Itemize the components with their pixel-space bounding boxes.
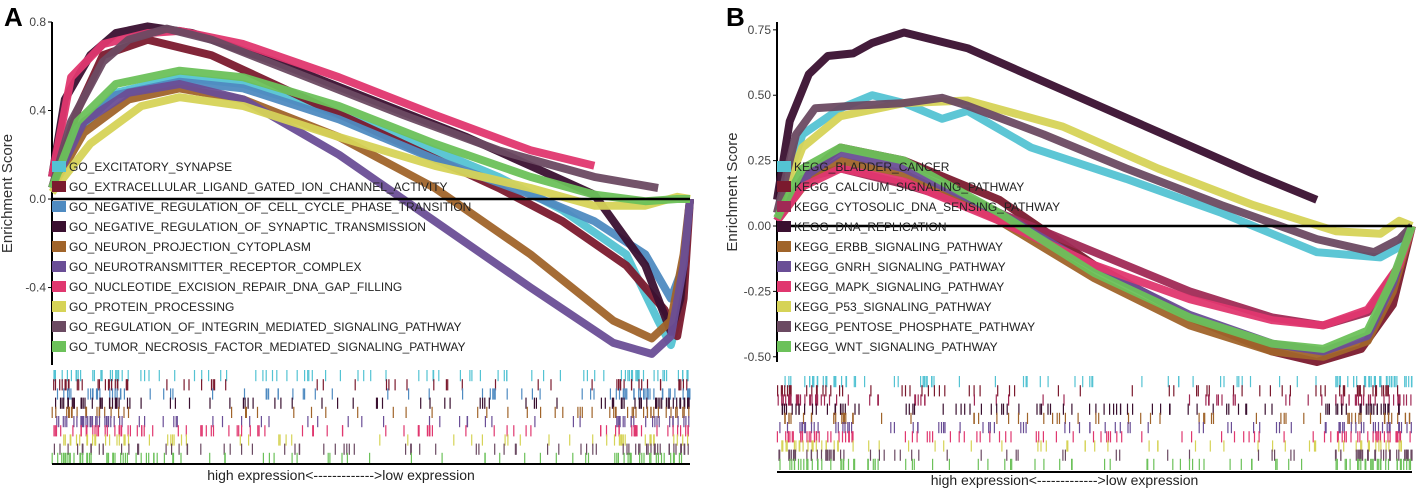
legend-swatch (52, 241, 66, 252)
legend-swatch (52, 181, 66, 192)
legend-label: GO_NEUROTRANSMITTER_RECEPTOR_COMPLEX (69, 260, 362, 274)
legend-label: KEGG_CYTOSOLIC_DNA_SENSING_PATHWAY (794, 200, 1060, 214)
legend-swatch (777, 201, 791, 212)
legend-label: KEGG_ERBB_SIGNALING_PATHWAY (794, 240, 1003, 254)
panel-b: B Enrichment Score 0.75 0.50 0.25 0.00 -0.25 -0… (724, 2, 1416, 488)
legend-swatch (777, 221, 791, 232)
legend-label: GO_PROTEIN_PROCESSING (69, 300, 234, 314)
legend-swatch (777, 301, 791, 312)
legend-swatch (52, 161, 66, 172)
legend-label: GO_NEGATIVE_REGULATION_OF_SYNAPTIC_TRANS… (69, 220, 426, 234)
legend-swatch (52, 201, 66, 212)
y-tick-label: 0.8 (29, 15, 46, 29)
panel-label: A (4, 2, 23, 32)
legend-label: KEGG_DNA_REPLICATION (794, 220, 946, 234)
legend-swatch (52, 281, 66, 292)
y-tick-label: 0.25 (748, 154, 772, 168)
legend-swatch (777, 241, 791, 252)
legend-label: GO_NUCLEOTIDE_EXCISION_REPAIR_DNA_GAP_FI… (69, 280, 402, 294)
legend-swatch (52, 261, 66, 272)
legend-label: GO_REGULATION_OF_INTEGRIN_MEDIATED_SIGNA… (69, 320, 462, 334)
legend-swatch (777, 341, 791, 352)
legend-label: GO_NEGATIVE_REGULATION_OF_CELL_CYCLE_PHA… (69, 200, 471, 214)
y-tick-label: -0.25 (744, 284, 772, 298)
legend-swatch (777, 261, 791, 272)
legend-label: GO_TUMOR_NECROSIS_FACTOR_MEDIATED_SIGNAL… (69, 340, 466, 354)
legend-label: KEGG_P53_SIGNALING_PATHWAY (794, 300, 992, 314)
legend-label: GO_NEURON_PROJECTION_CYTOPLASM (69, 240, 311, 254)
legend-label: GO_EXCITATORY_SYNAPSE (69, 160, 232, 174)
panel-label: B (726, 2, 745, 32)
legend-label: KEGG_WNT_SIGNALING_PATHWAY (794, 340, 998, 354)
enrichment-line (48, 66, 690, 206)
y-tick-label: 0.75 (748, 23, 772, 37)
legend-swatch (52, 341, 66, 352)
enrichment-line (773, 93, 1415, 257)
enrichment-line (48, 24, 659, 192)
y-tick-label: 0.00 (748, 219, 772, 233)
legend-label: KEGG_BLADDER_CANCER (794, 160, 950, 174)
legend-label: KEGG_MAPK_SIGNALING_PATHWAY (794, 280, 1004, 294)
panel-a: A Enrichment Score 0.8 0.4 0.0 -0.4 GO_EXCITAT… (0, 2, 694, 483)
y-tick-label: 0.0 (29, 192, 46, 206)
legend-label: KEGG_PENTOSE_PHOSPHATE_PATHWAY (794, 320, 1035, 334)
legend-label: KEGG_CALCIUM_SIGNALING_PATHWAY (794, 180, 1024, 194)
legend-swatch (52, 221, 66, 232)
legend-swatch (777, 181, 791, 192)
enrichment-line (773, 164, 1416, 330)
legend-swatch (52, 321, 66, 332)
legend-label: GO_EXTRACELLULAR_LIGAND_GATED_ION_CHANNE… (69, 180, 448, 194)
legend-swatch (777, 281, 791, 292)
legend-label: KEGG_GNRH_SIGNALING_PATHWAY (794, 260, 1006, 274)
x-axis-label: high expression<------------->low expres… (207, 467, 475, 483)
legend-swatch (777, 161, 791, 172)
y-tick-label: 0.4 (29, 104, 46, 118)
y-tick-label: -0.4 (25, 281, 46, 295)
x-axis-label: high expression<------------->low expres… (931, 472, 1199, 488)
enrichment-line (773, 143, 1416, 353)
legend-swatch (52, 301, 66, 312)
y-axis-label: Enrichment Score (0, 134, 16, 253)
y-axis-label: Enrichment Score (724, 132, 741, 251)
enrichment-line (773, 96, 1414, 238)
y-tick-label: 0.50 (748, 88, 772, 102)
legend-swatch (777, 321, 791, 332)
enrichment-line (48, 80, 694, 358)
enrichment-line (48, 77, 694, 303)
enrichment-line (773, 28, 1319, 204)
y-tick-label: -0.50 (744, 350, 772, 364)
